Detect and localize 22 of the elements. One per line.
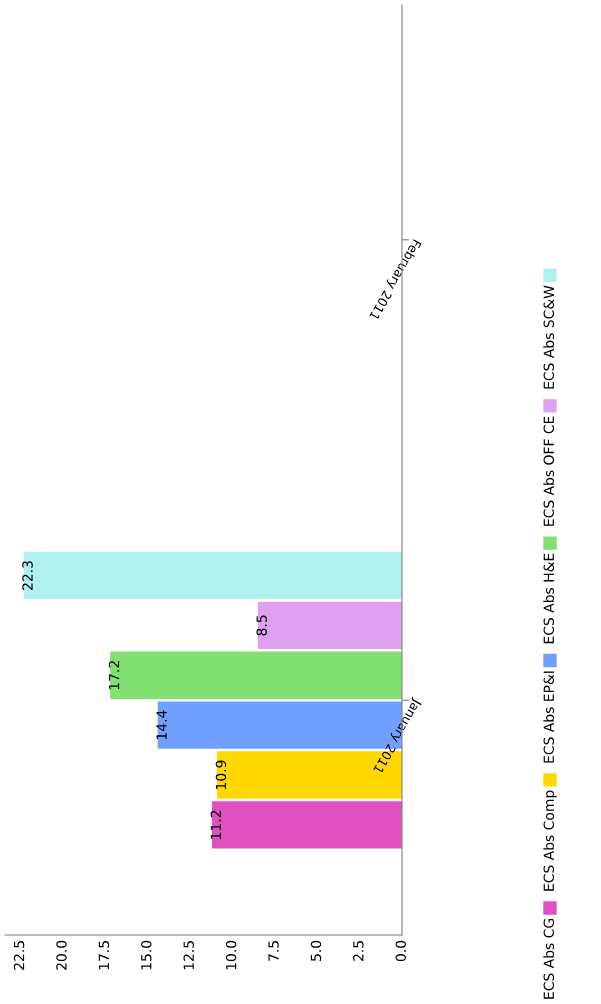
x-tick-label: 17.5 <box>98 941 110 970</box>
legend-label: ECS Abs CG <box>543 919 555 999</box>
legend-label: ECS Abs SC&W <box>543 285 555 389</box>
x-tick-label: 20.0 <box>56 940 67 970</box>
data-label: 11.2 <box>210 810 221 839</box>
x-tick-label: 10.0 <box>225 940 237 970</box>
data-label: 22.3 <box>22 561 33 590</box>
x-tick-label: 2.5 <box>353 941 364 961</box>
x-tick-label: 7.5 <box>268 941 279 961</box>
x-tick-label: 5.0 <box>310 940 322 961</box>
legend-label: ECS Abs Comp <box>543 790 557 891</box>
x-tick-label: 22.5 <box>13 941 25 970</box>
legend-label: ECS Abs EP&I <box>543 671 555 763</box>
legend-label: ECS Abs OFF CE <box>543 416 555 526</box>
x-tick-label: 12.5 <box>183 941 194 970</box>
data-label: 8.5 <box>256 615 267 636</box>
data-label: 10.9 <box>215 760 227 789</box>
legend-label: ECS Abs H&E <box>543 553 555 644</box>
data-label: 17.2 <box>108 661 120 690</box>
data-label: 14.4 <box>156 710 167 740</box>
x-tick-label: 15.0 <box>141 940 152 970</box>
x-tick-label: 0.0 <box>395 940 407 962</box>
